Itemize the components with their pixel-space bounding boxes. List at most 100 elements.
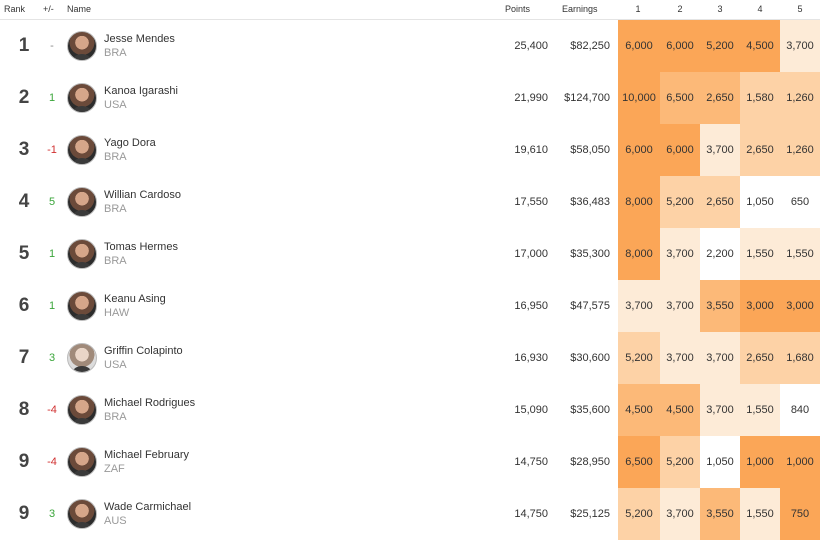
- rank-change: -: [50, 40, 54, 52]
- points-value: 25,400: [514, 40, 548, 52]
- points-value: 14,750: [514, 456, 548, 468]
- header-earnings[interactable]: Earnings: [562, 4, 598, 14]
- event-5-score: 1,260: [780, 124, 820, 176]
- surfer-name[interactable]: Keanu Asing: [104, 293, 166, 305]
- avatar[interactable]: [67, 187, 97, 217]
- surfer-info: Keanu Asing HAW: [104, 280, 364, 332]
- event-4-score: 1,550: [740, 488, 780, 540]
- header-name[interactable]: Name: [67, 4, 92, 14]
- rank-value: 3: [18, 139, 30, 160]
- avatar-cell: [67, 280, 99, 332]
- event-2-score: 6,500: [660, 72, 700, 124]
- surfer-name[interactable]: Michael February: [104, 449, 189, 461]
- surfer-name[interactable]: Michael Rodrigues: [104, 397, 196, 409]
- avatar[interactable]: [67, 499, 97, 529]
- table-row[interactable]: 8 -4 Michael Rodrigues BRA 15,090 $35,600 4,50…: [0, 384, 820, 436]
- surfer-country: HAW: [104, 307, 130, 319]
- event-1-score: 10,000: [618, 72, 660, 124]
- surfer-country: BRA: [104, 47, 127, 59]
- avatar[interactable]: [67, 447, 97, 477]
- rank-value: 7: [18, 347, 30, 368]
- surfer-info: Jesse Mendes BRA: [104, 20, 364, 72]
- event-4-score: 1,550: [740, 228, 780, 280]
- table-row[interactable]: 1 - Jesse Mendes BRA 25,400 $82,250 6,000 6,000…: [0, 20, 820, 72]
- rank-change: 1: [48, 248, 56, 260]
- avatar-cell: [67, 72, 99, 124]
- table-header: Rank +/- Name Points Earnings 1 2 3 4 5: [0, 0, 820, 20]
- header-event-1[interactable]: 1: [635, 4, 641, 14]
- avatar[interactable]: [67, 31, 97, 61]
- avatar[interactable]: [67, 239, 97, 269]
- table-row[interactable]: 4 5 Willian Cardoso BRA 17,550 $36,483 8,000 5,…: [0, 176, 820, 228]
- event-4-score: 1,580: [740, 72, 780, 124]
- surfer-name[interactable]: Kanoa Igarashi: [104, 85, 178, 97]
- event-4-score: 1,000: [740, 436, 780, 488]
- points-value: 16,930: [514, 352, 548, 364]
- table-row[interactable]: 2 1 Kanoa Igarashi USA 21,990 $124,700 10,000 6…: [0, 72, 820, 124]
- avatar-cell: [67, 384, 99, 436]
- points-value: 14,750: [514, 508, 548, 520]
- header-event-2[interactable]: 2: [677, 4, 683, 14]
- surfer-info: Michael February ZAF: [104, 436, 364, 488]
- event-2-score: 3,700: [660, 488, 700, 540]
- rank-change: -4: [47, 404, 57, 416]
- event-2-score: 4,500: [660, 384, 700, 436]
- earnings-value: $25,125: [570, 508, 610, 520]
- event-5-score: 1,550: [780, 228, 820, 280]
- event-5-score: 1,000: [780, 436, 820, 488]
- earnings-value: $58,050: [570, 144, 610, 156]
- surfer-country: BRA: [104, 411, 127, 423]
- event-2-score: 5,200: [660, 436, 700, 488]
- event-3-score: 3,700: [700, 384, 740, 436]
- rank-value: 2: [18, 87, 30, 108]
- table-row[interactable]: 3 -1 Yago Dora BRA 19,610 $58,050 6,000 6,000 3,…: [0, 124, 820, 176]
- event-3-score: 3,700: [700, 332, 740, 384]
- header-points[interactable]: Points: [505, 4, 531, 14]
- event-1-score: 8,000: [618, 228, 660, 280]
- surfer-name[interactable]: Willian Cardoso: [104, 189, 182, 201]
- points-value: 21,990: [514, 92, 548, 104]
- surfer-name[interactable]: Wade Carmichael: [104, 501, 192, 513]
- avatar[interactable]: [67, 83, 97, 113]
- surfer-info: Kanoa Igarashi USA: [104, 72, 364, 124]
- event-5-score: 840: [780, 384, 820, 436]
- table-row[interactable]: 9 -4 Michael February ZAF 14,750 $28,950 6,500…: [0, 436, 820, 488]
- table-row[interactable]: 6 1 Keanu Asing HAW 16,950 $47,575 3,700 3,700 3…: [0, 280, 820, 332]
- surfer-name[interactable]: Griffin Colapinto: [104, 345, 183, 357]
- header-event-5[interactable]: 5: [797, 4, 803, 14]
- table-row[interactable]: 5 1 Tomas Hermes BRA 17,000 $35,300 8,000 3,700…: [0, 228, 820, 280]
- avatar-cell: [67, 228, 99, 280]
- earnings-value: $35,600: [570, 404, 610, 416]
- surfer-country: USA: [104, 359, 127, 371]
- surfer-info: Wade Carmichael AUS: [104, 488, 364, 540]
- avatar[interactable]: [67, 135, 97, 165]
- rank-change: 1: [48, 92, 56, 104]
- event-1-score: 5,200: [618, 332, 660, 384]
- points-value: 16,950: [514, 300, 548, 312]
- surfer-name[interactable]: Yago Dora: [104, 137, 156, 149]
- surfer-info: Michael Rodrigues BRA: [104, 384, 364, 436]
- header-rank[interactable]: Rank: [4, 4, 26, 14]
- avatar[interactable]: [67, 291, 97, 321]
- surfer-name[interactable]: Jesse Mendes: [104, 33, 175, 45]
- table-row[interactable]: 9 3 Wade Carmichael AUS 14,750 $25,125 5,200 3,…: [0, 488, 820, 540]
- event-3-score: 3,550: [700, 280, 740, 332]
- surfer-country: ZAF: [104, 463, 125, 475]
- table-row[interactable]: 7 3 Griffin Colapinto USA 16,930 $30,600 5,200…: [0, 332, 820, 384]
- header-change[interactable]: +/-: [43, 4, 54, 14]
- earnings-value: $35,300: [570, 248, 610, 260]
- event-1-score: 6,500: [618, 436, 660, 488]
- event-1-score: 8,000: [618, 176, 660, 228]
- avatar[interactable]: [67, 395, 97, 425]
- surfer-info: Yago Dora BRA: [104, 124, 364, 176]
- surfer-name[interactable]: Tomas Hermes: [104, 241, 178, 253]
- event-4-score: 1,050: [740, 176, 780, 228]
- avatar[interactable]: [67, 343, 97, 373]
- surfer-info: Griffin Colapinto USA: [104, 332, 364, 384]
- header-event-3[interactable]: 3: [717, 4, 723, 14]
- earnings-value: $47,575: [570, 300, 610, 312]
- avatar-cell: [67, 436, 99, 488]
- header-event-4[interactable]: 4: [757, 4, 763, 14]
- rank-value: 9: [18, 503, 30, 524]
